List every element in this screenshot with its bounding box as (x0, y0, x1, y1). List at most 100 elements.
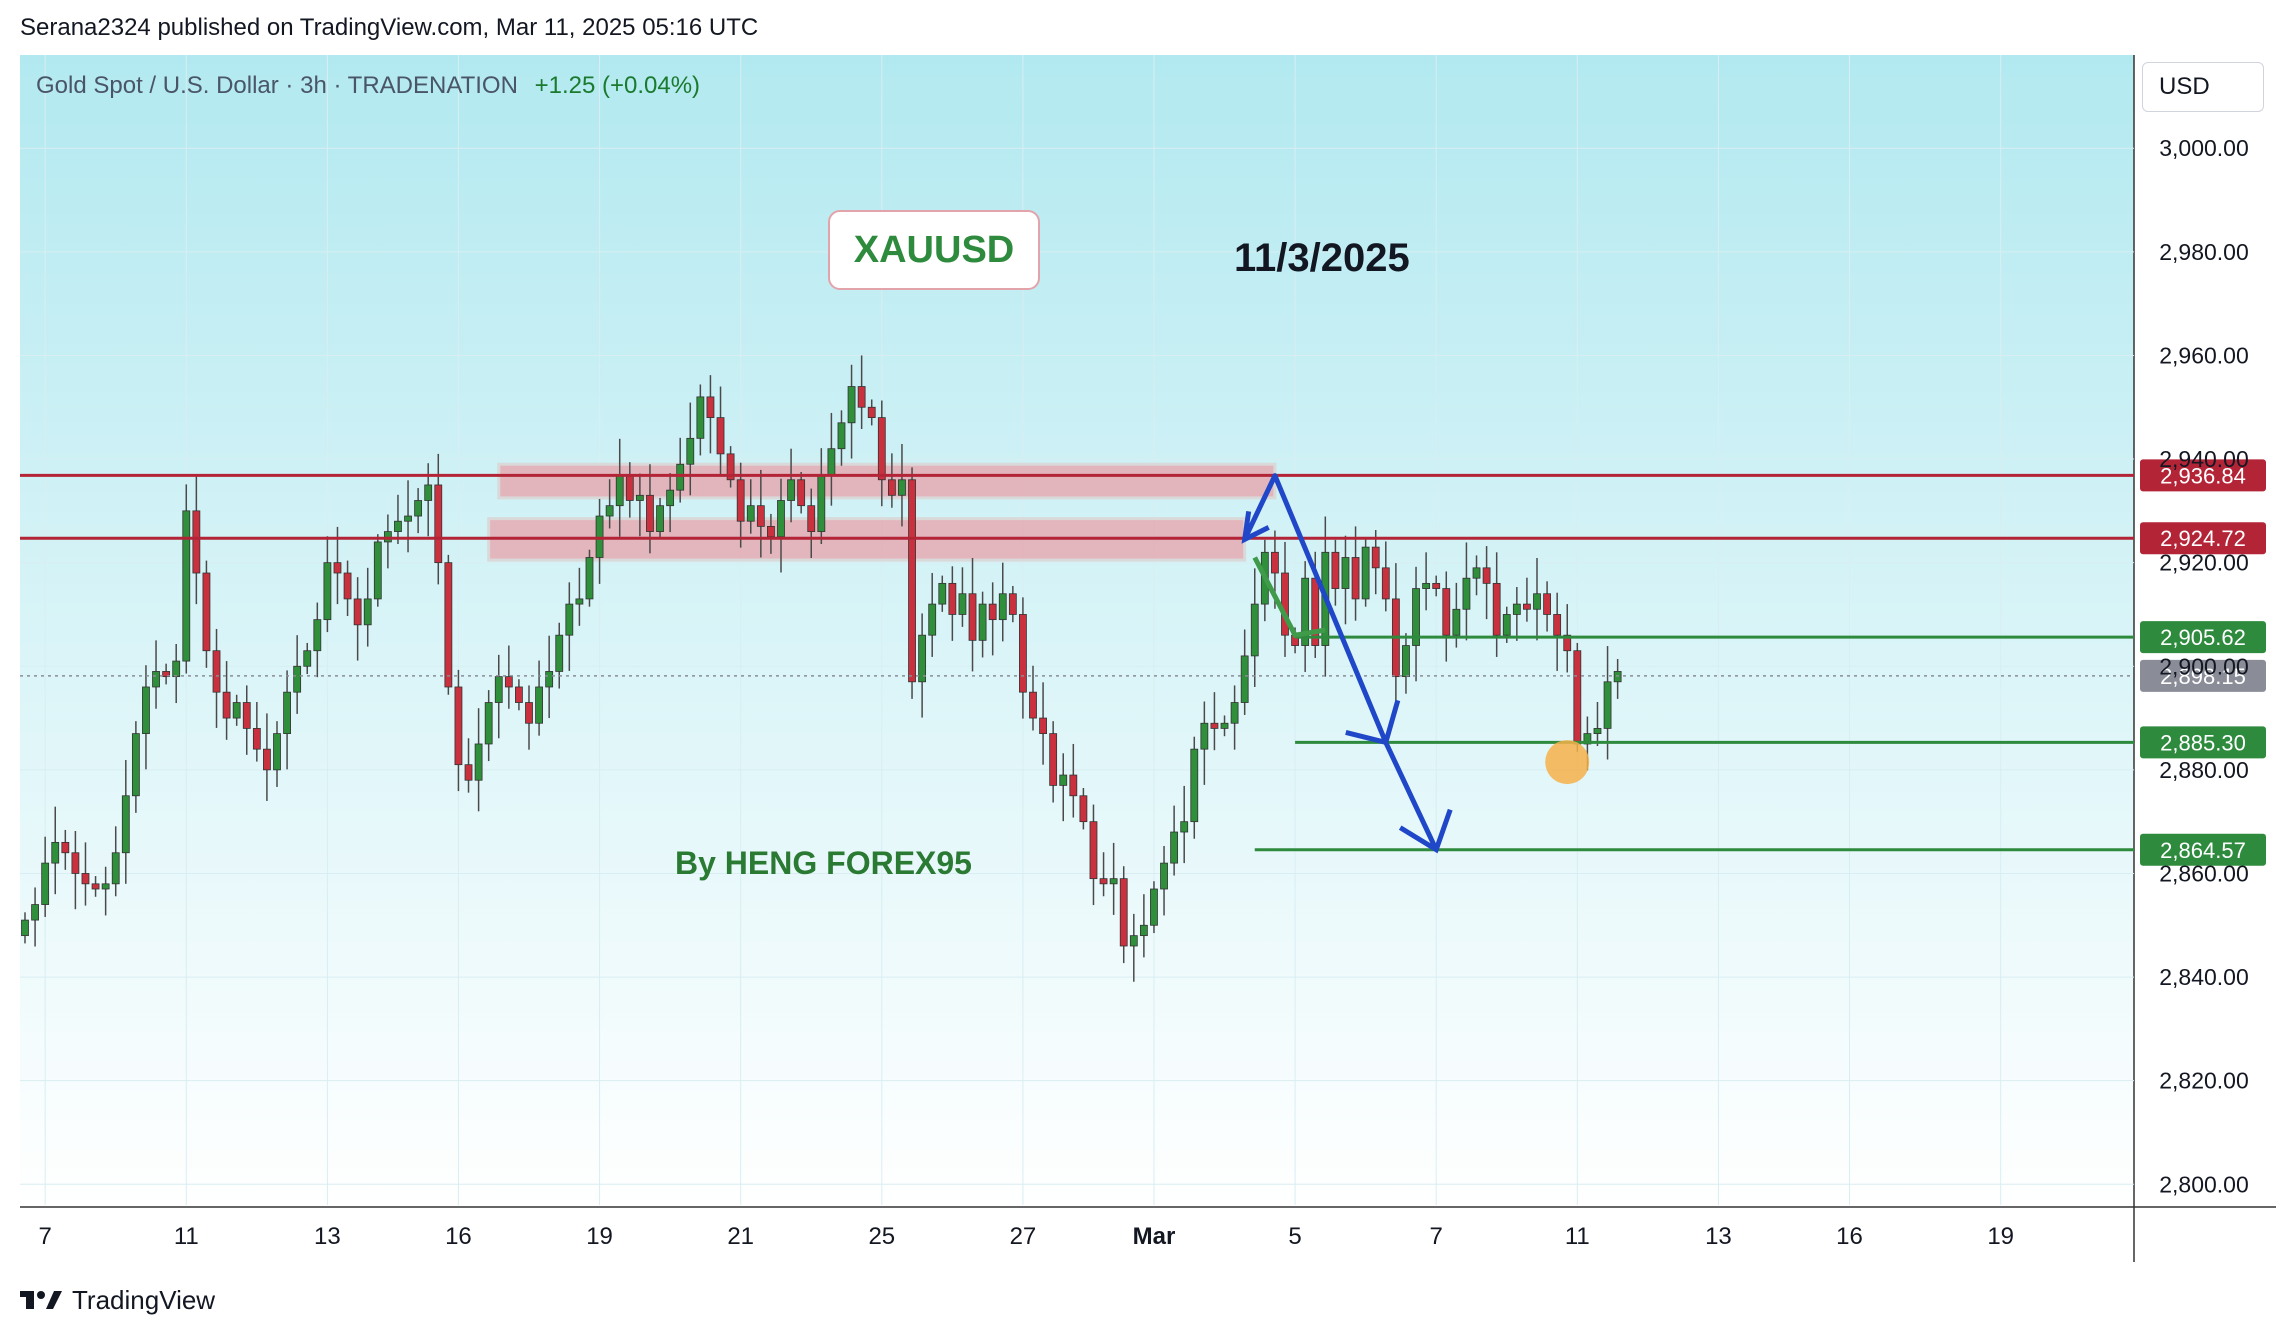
candle-body (756, 505, 765, 527)
candle-body (887, 479, 896, 496)
candle-body (192, 510, 201, 574)
date-annotation: 11/3/2025 (1234, 236, 1410, 280)
horizontal-levels: 2,936.84 2,924.72 2,905.62 2,898.15 2,885.30… (20, 459, 2266, 866)
candle-body (232, 702, 241, 719)
candle-body (767, 525, 775, 538)
tradingview-brand[interactable]: TradingView (20, 1283, 215, 1317)
currency-button[interactable]: USD (2142, 62, 2264, 112)
candle-body (1180, 821, 1189, 833)
candle-body (1452, 608, 1461, 636)
price-tick-label: 2,860.00 (2159, 860, 2249, 886)
candle-body (1371, 546, 1380, 569)
candle-body (535, 686, 543, 724)
candle-body (1412, 588, 1420, 646)
candle-body (202, 572, 211, 652)
price-tick-label: 2,880.00 (2159, 757, 2249, 783)
candle-body (283, 691, 291, 735)
candlesticks (21, 355, 1622, 982)
candle-body (1311, 577, 1320, 646)
candle-body (353, 598, 362, 626)
candle-body (1492, 582, 1501, 636)
candle-body (474, 743, 483, 781)
green-pullback-arrow (1252, 556, 1326, 638)
candle-body (1119, 878, 1128, 947)
grid-lines (20, 55, 2134, 1205)
candle-body (1583, 733, 1592, 745)
candle-body (1593, 728, 1602, 735)
candle-body (1250, 603, 1259, 657)
time-tick-label: 16 (1836, 1223, 1863, 1250)
time-tick-label: 5 (1288, 1223, 1301, 1250)
candle-body (1472, 567, 1481, 579)
candle-body (51, 841, 60, 864)
candle-body (988, 603, 997, 621)
price-tick-label: 2,960.00 (2159, 342, 2249, 368)
level-price-tag (2140, 459, 2266, 492)
candle-body (1160, 862, 1168, 890)
price-axis: 3,000.00 2,980.00 2,960.00 2,940.00 2,920.00… (2159, 135, 2249, 1197)
candle-body (1462, 577, 1471, 610)
candle-body (101, 883, 110, 890)
candle-body (1150, 888, 1158, 926)
candle-body (484, 702, 493, 745)
candle-body (837, 422, 846, 450)
candle-body (1170, 831, 1179, 864)
time-tick-label: 7 (38, 1223, 51, 1250)
author-annotation: By HENG FOREX95 (675, 845, 972, 881)
candle-body (293, 665, 302, 693)
candle-body (1381, 567, 1390, 600)
candle-body (575, 598, 584, 605)
candle-body (182, 510, 191, 662)
candle-body (797, 479, 806, 507)
candle-body (1543, 593, 1551, 615)
resistance-zone (497, 462, 1277, 500)
candle-body (635, 494, 644, 501)
time-tick-label: 13 (314, 1223, 341, 1250)
candle-body (424, 484, 433, 501)
candle-body (585, 557, 594, 600)
time-axis: 7 11 13 16 19 21 25 27 Mar 5 7 11 13 16 19 (38, 1223, 2014, 1250)
price-tick-label: 2,840.00 (2159, 964, 2249, 990)
candle-body (877, 417, 886, 481)
time-tick-label: 11 (1565, 1223, 1590, 1250)
candle-body (646, 494, 654, 532)
candle-body (1079, 795, 1088, 823)
candle-body (464, 764, 473, 781)
candle-body (716, 417, 725, 455)
brand-name: TradingView (72, 1284, 216, 1315)
candle-body (787, 479, 795, 501)
candle-body (1059, 774, 1068, 786)
candle-body (41, 862, 50, 905)
candle-body (928, 603, 937, 636)
candle-body (515, 686, 523, 703)
candle-body (1029, 691, 1037, 719)
time-tick-label: 11 (174, 1223, 199, 1250)
candle-body (676, 463, 685, 491)
candle-body (172, 660, 181, 678)
candle-body (1361, 546, 1370, 600)
time-tick-label: 19 (1987, 1223, 2014, 1250)
price-tick-label: 2,800.00 (2159, 1171, 2249, 1197)
symbol-info: Gold Spot / U.S. Dollar · 3h · TRADENATI… (36, 72, 700, 100)
level-price-label: 2,924.72 (2160, 526, 2246, 551)
candle-body (525, 702, 533, 724)
candle-body (404, 515, 412, 522)
candle-body (454, 686, 463, 766)
candle-body (958, 593, 967, 615)
price-tick-label: 3,000.00 (2159, 135, 2249, 161)
candle-body (1008, 593, 1017, 615)
level-price-label: 2,898.15 (2160, 664, 2246, 689)
candle-body (1523, 603, 1531, 610)
candle-body (131, 733, 140, 797)
candle-body (1049, 733, 1058, 786)
candle-body (343, 572, 352, 600)
candle-body (1502, 614, 1511, 636)
candle-body (263, 748, 271, 771)
arrowhead-mid (1345, 699, 1401, 746)
candle-body (1573, 650, 1582, 745)
price-tick-label: 2,820.00 (2159, 1068, 2249, 1094)
price-marker (1545, 740, 1590, 785)
candle-body (1613, 671, 1622, 683)
candle-body (1039, 717, 1047, 735)
